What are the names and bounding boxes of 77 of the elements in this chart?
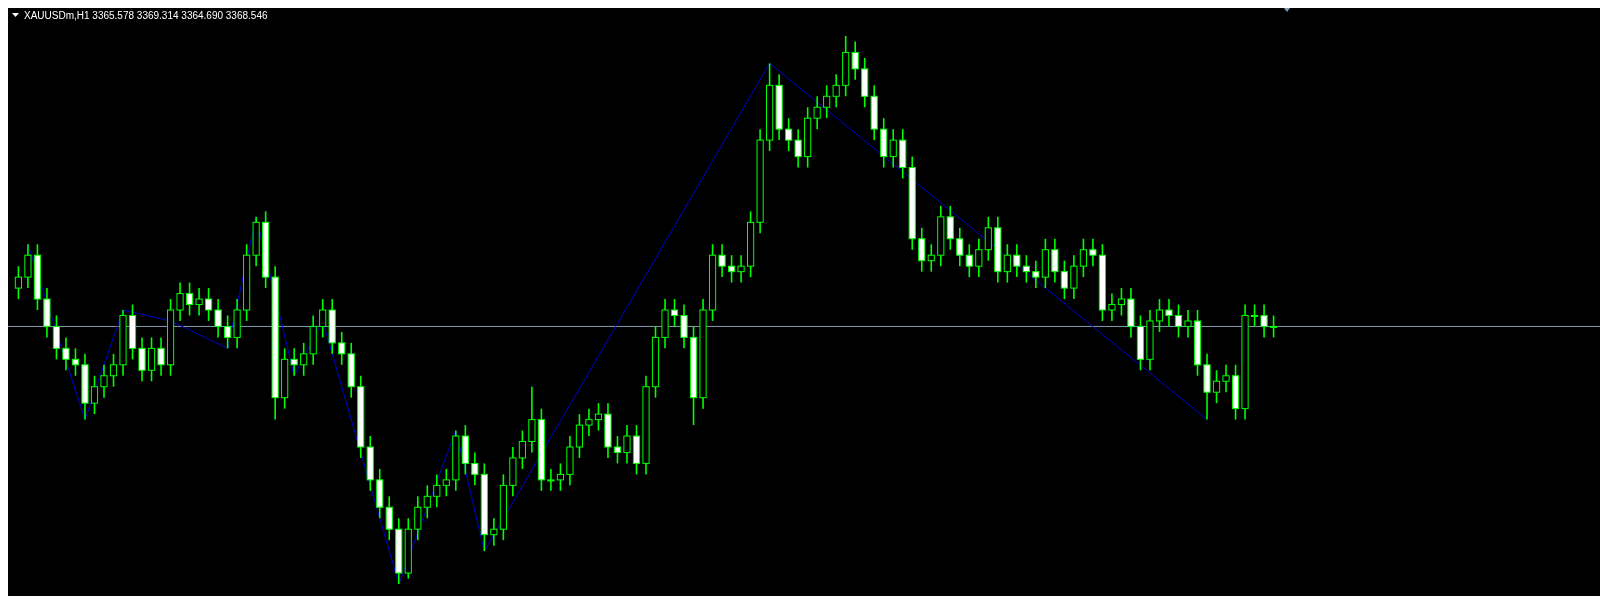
candlestick bbox=[1222, 364, 1230, 393]
candlestick bbox=[528, 385, 536, 454]
candlestick bbox=[1174, 303, 1183, 339]
candlestick bbox=[1003, 243, 1011, 284]
candlestick bbox=[185, 281, 194, 317]
candlestick bbox=[975, 237, 983, 278]
candlestick bbox=[176, 281, 184, 322]
candlestick bbox=[433, 473, 441, 509]
candlestick bbox=[918, 227, 926, 273]
candlestick bbox=[1013, 243, 1021, 278]
candlestick bbox=[1212, 369, 1221, 404]
candlestick bbox=[984, 216, 992, 262]
candlestick bbox=[414, 495, 422, 541]
candlestick bbox=[138, 336, 146, 383]
candlestick bbox=[319, 298, 327, 339]
candlestick bbox=[1155, 298, 1164, 333]
candlestick bbox=[1184, 309, 1192, 339]
candlestick bbox=[851, 40, 859, 81]
candlestick bbox=[1060, 259, 1068, 300]
candlestick bbox=[14, 265, 23, 300]
candlestick bbox=[794, 128, 802, 169]
candlestick bbox=[785, 117, 793, 152]
candlestick bbox=[385, 495, 393, 541]
candlestick bbox=[1079, 237, 1087, 278]
candlestick bbox=[300, 342, 308, 377]
candlestick bbox=[1260, 303, 1268, 339]
candlestick bbox=[100, 364, 108, 399]
candlestick bbox=[1250, 303, 1259, 328]
candlestick bbox=[338, 331, 346, 366]
candlestick bbox=[157, 336, 165, 377]
candlestick bbox=[1089, 237, 1097, 267]
candlestick bbox=[727, 254, 736, 284]
candlestick bbox=[585, 407, 593, 437]
candlestick bbox=[62, 336, 70, 372]
candlestick bbox=[1108, 292, 1116, 322]
candlestick bbox=[737, 254, 745, 284]
candlestick bbox=[832, 73, 840, 109]
candlestick bbox=[90, 374, 99, 415]
candlestick bbox=[1070, 254, 1078, 300]
candlestick bbox=[556, 462, 565, 492]
candlestick bbox=[423, 484, 431, 520]
candlestick bbox=[1269, 314, 1278, 339]
candlestick bbox=[594, 402, 603, 432]
candlestick bbox=[956, 227, 964, 267]
candlestick bbox=[214, 298, 222, 339]
candlestick bbox=[718, 243, 726, 278]
candlestick bbox=[946, 205, 954, 251]
candlestick bbox=[490, 517, 498, 547]
candlestick bbox=[823, 84, 831, 119]
candlestick bbox=[623, 424, 631, 465]
candlestick bbox=[965, 243, 973, 278]
candlestick bbox=[927, 243, 935, 273]
candlestick bbox=[547, 468, 555, 492]
candlestick bbox=[195, 287, 203, 317]
candlestick bbox=[813, 95, 821, 130]
candlestick bbox=[1165, 298, 1173, 328]
candlestick bbox=[1051, 237, 1059, 284]
candlestick bbox=[1032, 259, 1040, 289]
candlestick bbox=[613, 435, 622, 465]
candlestick bbox=[670, 298, 679, 328]
candlestick bbox=[147, 336, 156, 383]
candlestick bbox=[575, 413, 584, 459]
candlestick bbox=[52, 314, 61, 361]
candlestick bbox=[1022, 254, 1030, 284]
candlestick bbox=[680, 303, 688, 350]
candlestick bbox=[224, 314, 232, 350]
candlestick bbox=[1117, 287, 1126, 317]
candlestick bbox=[71, 347, 80, 377]
candlestick bbox=[24, 243, 32, 289]
candlestick bbox=[518, 429, 526, 470]
candlestick bbox=[471, 451, 479, 487]
candlestick bbox=[889, 128, 897, 169]
chart-title: XAUUSDm,H1 3365.578 3369.314 3364.690 3368.546 bbox=[24, 10, 268, 21]
candlestick bbox=[109, 353, 118, 388]
candlestick bbox=[442, 468, 450, 498]
candlestick bbox=[290, 347, 298, 377]
candlestick bbox=[205, 287, 213, 322]
